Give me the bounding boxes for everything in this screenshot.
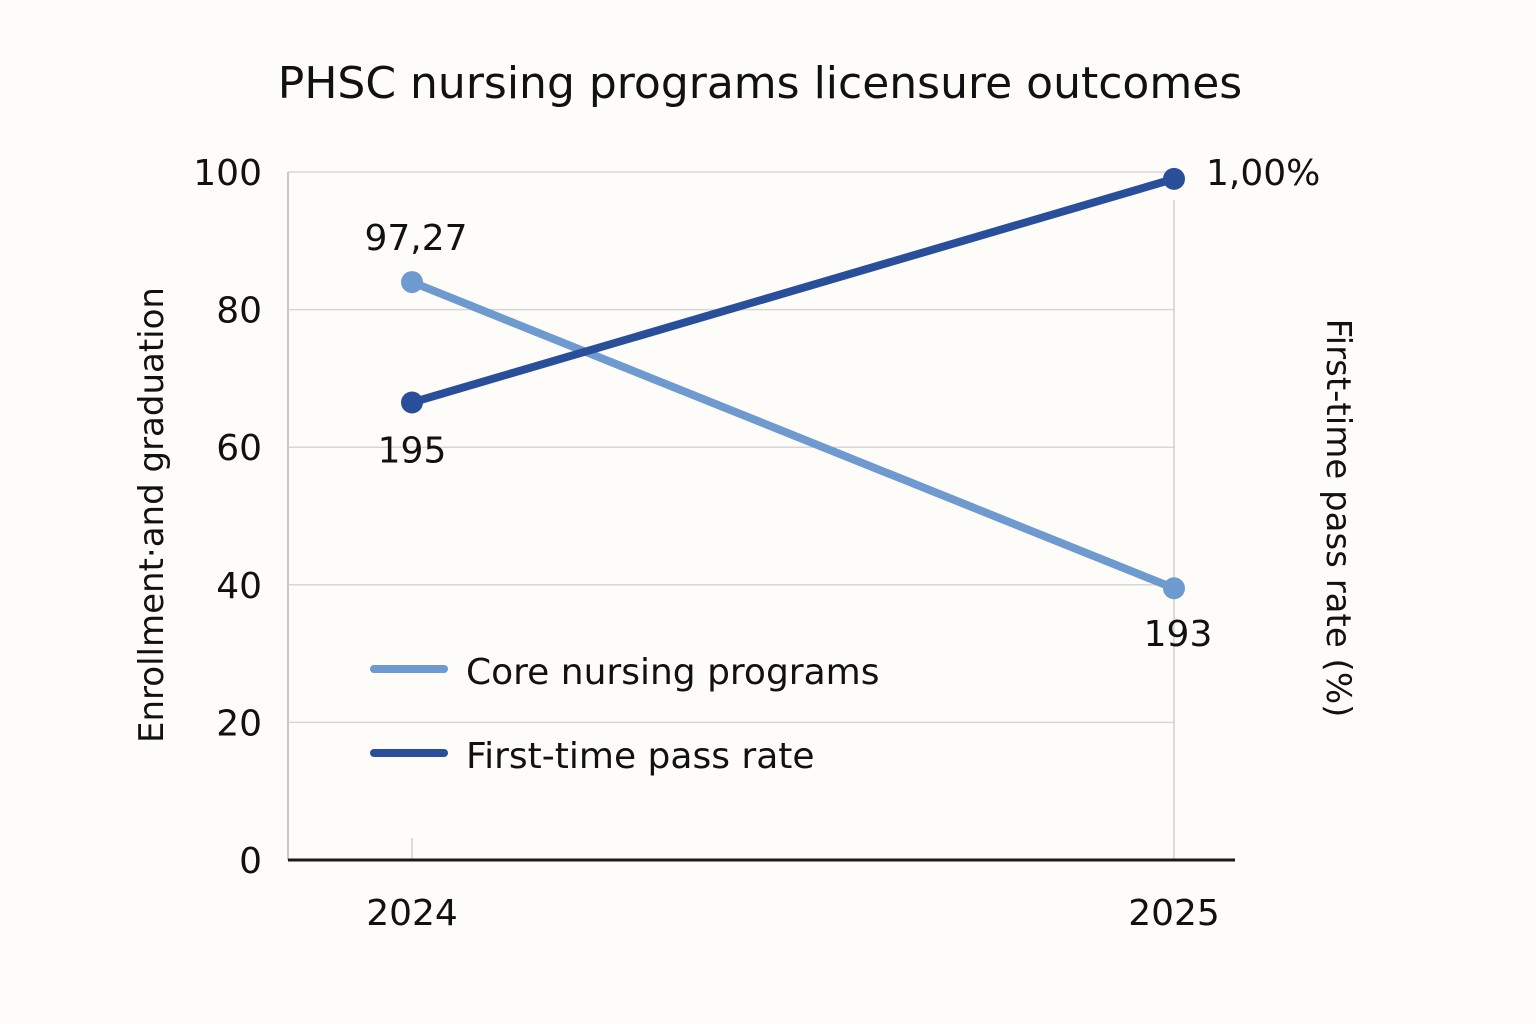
y-tick-label: 40 [216, 566, 262, 607]
data-label: 193 [1144, 614, 1213, 655]
data-label: 97,27 [364, 218, 467, 259]
y-tick-label: 80 [216, 291, 262, 332]
y-axis-ticks: 0 20 40 60 80 100 [193, 153, 262, 882]
data-point [401, 271, 423, 294]
data-point [1163, 167, 1185, 190]
legend-label-pass-rate: First-time pass rate [466, 736, 815, 777]
series-line [408, 174, 1178, 407]
data-point [1163, 577, 1185, 600]
x-tick-label: 2025 [1128, 893, 1220, 934]
y-tick-label: 20 [216, 703, 262, 744]
grid-lines [288, 171, 1175, 860]
series-line [408, 278, 1178, 593]
legend-label-core-nursing: Core nursing programs [466, 652, 880, 693]
data-label: 195 [378, 430, 447, 471]
series-0: 97,27 193 [364, 218, 1212, 655]
y-axis-label: Enrollment·and graduation [132, 287, 172, 743]
y-tick-label: 100 [193, 153, 262, 194]
legend: Core nursing programs First-time pass ra… [370, 652, 880, 777]
series-layer: 97,27 193 195 1,00% [364, 153, 1320, 655]
data-point [401, 391, 423, 414]
y-tick-label: 0 [239, 841, 262, 882]
data-label: 1,00% [1206, 153, 1320, 194]
y-axis-label-right: First-time pass rate (%) [1318, 319, 1358, 718]
chart-title: PHSC nursing programs licensure outcomes [278, 58, 1242, 109]
x-tick-label: 2024 [366, 893, 458, 934]
y-tick-label: 60 [216, 428, 262, 469]
x-axis-ticks: 2024 2025 [366, 893, 1220, 934]
series-1: 195 1,00% [378, 153, 1321, 472]
